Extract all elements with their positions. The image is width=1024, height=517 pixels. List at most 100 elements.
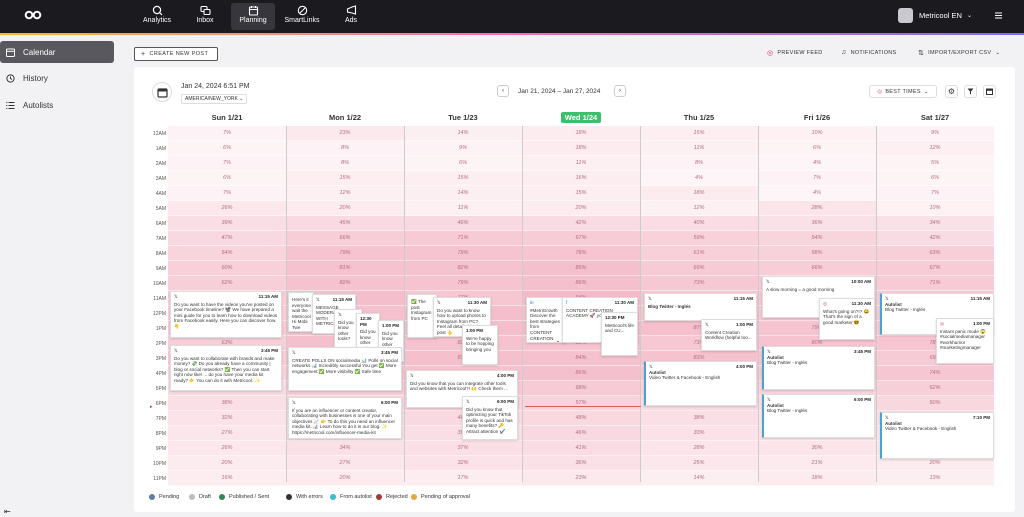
- post-card[interactable]: ◎ 11:30 AM What's going on?!? 😂 That's th…: [819, 298, 875, 340]
- time-slot-cell[interactable]: 40%: [640, 216, 758, 231]
- day-header[interactable]: Mon 1/22: [286, 113, 404, 122]
- time-slot-cell[interactable]: 42%: [522, 216, 640, 231]
- time-slot-cell[interactable]: 61%: [640, 246, 758, 261]
- time-slot-cell[interactable]: 7%: [168, 126, 286, 141]
- time-slot-cell[interactable]: 34%: [286, 441, 404, 456]
- time-slot-cell[interactable]: 11%: [404, 201, 522, 216]
- time-slot-cell[interactable]: 11%: [640, 141, 758, 156]
- time-slot-cell[interactable]: 21%: [758, 456, 876, 471]
- sidebar-item-history[interactable]: History: [0, 67, 114, 89]
- time-slot-cell[interactable]: 66%: [758, 261, 876, 276]
- day-header[interactable]: Thu 1/25: [640, 113, 758, 122]
- time-slot-cell[interactable]: 6%: [168, 171, 286, 186]
- time-slot-cell[interactable]: 6%: [876, 171, 994, 186]
- time-slot-cell[interactable]: 37%: [404, 441, 522, 456]
- time-slot-cell[interactable]: 15%: [286, 171, 404, 186]
- time-slot-cell[interactable]: 12%: [876, 141, 994, 156]
- day-header[interactable]: Tue 1/23: [404, 113, 522, 122]
- time-slot-cell[interactable]: 78%: [522, 246, 640, 261]
- time-slot-cell[interactable]: 17%: [404, 471, 522, 486]
- time-slot-cell[interactable]: 59%: [640, 231, 758, 246]
- nav-inbox[interactable]: Inbox: [183, 3, 227, 30]
- time-slot-cell[interactable]: 9%: [404, 141, 522, 156]
- time-slot-cell[interactable]: 20%: [876, 456, 994, 471]
- post-card[interactable]: 𝕏 4:00 PM Autolist Video Twitter & Facebo…: [644, 361, 757, 406]
- time-slot-cell[interactable]: 14%: [404, 126, 522, 141]
- time-slot-cell[interactable]: 25%: [640, 456, 758, 471]
- time-slot-cell[interactable]: 8%: [286, 156, 404, 171]
- time-slot-cell[interactable]: 45%: [286, 216, 404, 231]
- time-slot-cell[interactable]: 28%: [640, 441, 758, 456]
- time-slot-cell[interactable]: 20%: [286, 471, 404, 486]
- time-slot-cell[interactable]: 14%: [404, 186, 522, 201]
- user-menu[interactable]: Metricool EN ⌄: [898, 8, 972, 23]
- nav-planning[interactable]: Planning: [231, 3, 275, 30]
- time-slot-cell[interactable]: 67%: [876, 261, 994, 276]
- post-card[interactable]: 1:00 PM We're happy to be hopping bringi…: [462, 325, 498, 365]
- time-slot-cell[interactable]: 26%: [168, 441, 286, 456]
- time-slot-cell[interactable]: 34%: [876, 216, 994, 231]
- post-card[interactable]: 𝕏 3:45 PM Autolist Blog Twitter - Inglés: [762, 346, 875, 390]
- time-slot-cell[interactable]: 12%: [640, 201, 758, 216]
- post-card[interactable]: 𝕏 7:10 PM Autolist Video Twitter & Facebo…: [880, 412, 994, 459]
- time-slot-cell[interactable]: 32%: [168, 411, 286, 426]
- time-slot-cell[interactable]: 46%: [522, 426, 640, 441]
- time-slot-cell[interactable]: 18%: [522, 141, 640, 156]
- time-slot-cell[interactable]: 27%: [168, 426, 286, 441]
- time-slot-cell[interactable]: 15%: [404, 171, 522, 186]
- time-slot-cell[interactable]: 54%: [758, 231, 876, 246]
- time-slot-cell[interactable]: 7%: [876, 186, 994, 201]
- time-slot-cell[interactable]: 8%: [640, 156, 758, 171]
- time-slot-cell[interactable]: 81%: [286, 261, 404, 276]
- post-card[interactable]: 𝕏 6:00 PM Autolist Blog Twitter - Inglés: [762, 394, 875, 438]
- view-mode-button[interactable]: [983, 85, 996, 98]
- time-slot-cell[interactable]: 62%: [876, 381, 994, 396]
- time-slot-cell[interactable]: 41%: [522, 441, 640, 456]
- day-header[interactable]: Fri 1/26: [758, 113, 876, 122]
- time-slot-cell[interactable]: 50%: [876, 396, 994, 411]
- sidebar-item-calendar[interactable]: Calendar: [0, 41, 114, 63]
- time-slot-cell[interactable]: 82%: [286, 276, 404, 291]
- time-slot-cell[interactable]: 36%: [758, 216, 876, 231]
- post-card[interactable]: 𝕏 1:00 PM Content Creation Workflow (help…: [701, 319, 757, 351]
- post-card[interactable]: in #MetriGrowth Discover the best strate…: [526, 297, 566, 343]
- time-slot-cell[interactable]: 23%: [286, 126, 404, 141]
- time-slot-cell[interactable]: 6%: [168, 141, 286, 156]
- time-slot-cell[interactable]: 86%: [522, 276, 640, 291]
- time-slot-cell[interactable]: 71%: [876, 276, 994, 291]
- time-slot-cell[interactable]: 4%: [758, 186, 876, 201]
- time-slot-cell[interactable]: 20%: [286, 201, 404, 216]
- time-slot-cell[interactable]: 16%: [168, 471, 286, 486]
- time-slot-cell[interactable]: 10%: [758, 126, 876, 141]
- time-slot-cell[interactable]: 7%: [758, 171, 876, 186]
- time-slot-cell[interactable]: 46%: [404, 216, 522, 231]
- filter-button[interactable]: [964, 85, 977, 98]
- collapse-sidebar-icon[interactable]: ⇤: [4, 507, 11, 516]
- time-slot-cell[interactable]: 23%: [522, 471, 640, 486]
- time-slot-cell[interactable]: 85%: [522, 261, 640, 276]
- import-export-button[interactable]: ⇅ IMPORT/EXPORT CSV ⌄: [918, 49, 1000, 57]
- timezone-select[interactable]: AMERICA/NEW_YORK ⌄: [181, 94, 248, 104]
- time-slot-cell[interactable]: 62%: [168, 276, 286, 291]
- time-slot-cell[interactable]: 14%: [640, 471, 758, 486]
- time-slot-cell[interactable]: 58%: [758, 246, 876, 261]
- time-slot-cell[interactable]: 74%: [876, 366, 994, 381]
- time-slot-cell[interactable]: 67%: [522, 231, 640, 246]
- hamburger-menu-icon[interactable]: [994, 11, 1003, 20]
- time-slot-cell[interactable]: 7%: [168, 156, 286, 171]
- post-card[interactable]: 12:30 PM Metricool's life and CU...: [601, 312, 638, 356]
- post-card[interactable]: Here's it everyone wait the Metricool Hi…: [288, 292, 314, 332]
- time-slot-cell[interactable]: 42%: [876, 231, 994, 246]
- time-slot-cell[interactable]: 79%: [404, 276, 522, 291]
- time-slot-cell[interactable]: 82%: [404, 261, 522, 276]
- time-slot-cell[interactable]: 69%: [640, 261, 758, 276]
- day-header[interactable]: Sun 1/21: [168, 113, 286, 122]
- post-card[interactable]: 𝕏 3:45 PM CREATE POLLS ON socialmedia 📊 P…: [288, 347, 402, 391]
- time-slot-cell[interactable]: 20%: [168, 456, 286, 471]
- sidebar-item-autolists[interactable]: Autolists: [0, 94, 114, 116]
- time-slot-cell[interactable]: 36%: [522, 456, 640, 471]
- time-slot-cell[interactable]: 79%: [286, 246, 404, 261]
- preview-feed-button[interactable]: ◎ PREVIEW FEED: [767, 49, 823, 57]
- time-slot-cell[interactable]: 54%: [168, 246, 286, 261]
- time-slot-cell[interactable]: 18%: [522, 126, 640, 141]
